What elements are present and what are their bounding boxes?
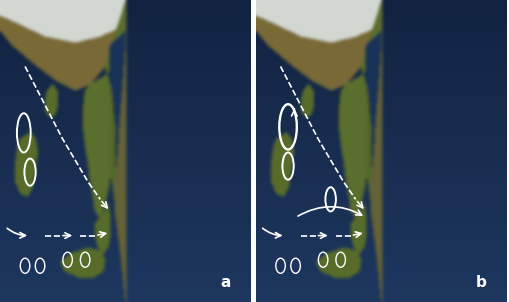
Text: b: b: [476, 275, 487, 290]
Text: a: a: [220, 275, 231, 290]
